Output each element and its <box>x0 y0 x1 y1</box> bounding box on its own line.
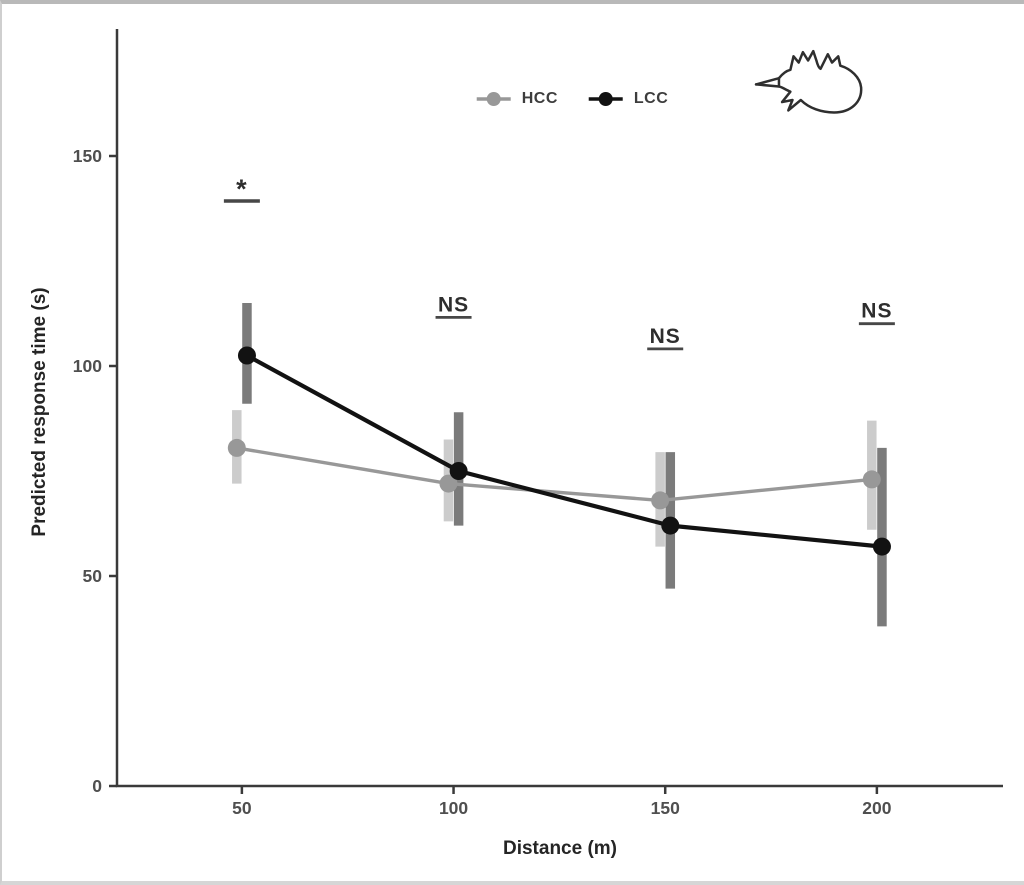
y-axis-title: Predicted response time (s) <box>29 287 50 537</box>
significance-label: NS <box>438 293 469 316</box>
data-point-hcc <box>862 470 881 489</box>
chart-svg: 0 50 100 150 50 100 150 200 * NS NS NS <box>73 29 1003 818</box>
legend-label: HCC <box>521 90 558 107</box>
legend-item-hcc: HCC <box>476 90 558 108</box>
series-line-lcc <box>245 353 883 549</box>
y-tick-label: 150 <box>73 146 102 166</box>
x-tick-label: 50 <box>232 798 252 818</box>
legend-item-lcc: LCC <box>588 90 668 108</box>
data-point-hcc <box>439 474 458 493</box>
x-tick-label: 150 <box>651 798 680 818</box>
series-line-hcc <box>236 446 872 503</box>
chart-legend: HCC LCC <box>476 90 669 108</box>
x-axis-title: Distance (m) <box>502 838 618 859</box>
x-tick-label: 200 <box>862 798 891 818</box>
data-point-lcc <box>449 462 468 480</box>
data-point-lcc <box>872 537 891 556</box>
data-point-hcc <box>651 491 670 510</box>
legend-marker-hcc <box>476 92 511 106</box>
bird-icon <box>754 49 863 114</box>
legend-label: LCC <box>633 90 669 107</box>
data-point-hcc <box>227 438 246 457</box>
data-point-lcc <box>237 346 256 365</box>
legend-marker-lcc <box>588 92 623 106</box>
y-tick-label: 100 <box>73 356 102 376</box>
data-point-lcc <box>661 516 680 535</box>
y-tick-label: 50 <box>83 566 103 586</box>
significance-label: NS <box>650 325 681 348</box>
y-tick-label: 0 <box>92 776 102 796</box>
x-tick-label: 100 <box>439 798 468 818</box>
significance-label: * <box>236 174 248 204</box>
significance-label: NS <box>861 300 892 323</box>
